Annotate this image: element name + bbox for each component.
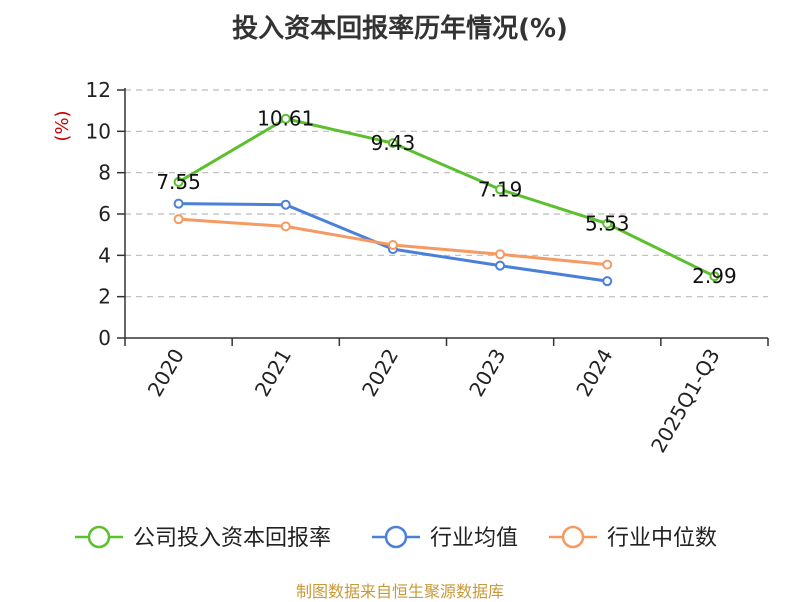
legend-marker [87,525,111,549]
data-point [709,271,720,282]
data-label: 9.43 [371,131,416,155]
series-layer [173,113,720,287]
data-point [173,176,184,187]
y-tick-label: 4 [98,243,111,267]
y-tick-label: 12 [86,78,111,102]
data-point [280,199,291,210]
data-point [495,260,506,271]
legend-label: 行业均值 [430,526,518,551]
y-tick-label: 0 [98,326,111,350]
x-tick-label: 2021 [250,345,296,401]
x-tick-label: 2022 [357,345,403,401]
chart-title: 投入资本回报率历年情况(%) [232,14,568,44]
data-label: 7.55 [156,170,201,194]
data-point [387,240,398,250]
data-point [495,249,506,260]
y-tick-label: 8 [98,161,111,185]
series-line [177,117,716,278]
data-point [173,198,184,209]
legend-label: 行业中位数 [607,526,717,551]
data-point [602,218,613,229]
grid-lines [125,89,768,298]
legend-marker [384,525,408,549]
data-label: 10.61 [257,107,314,131]
data-point [602,259,613,270]
data-point [387,138,398,149]
data-point [173,214,184,225]
legend-item-3: 行业中位数 [549,525,717,551]
x-tick-label: 2020 [143,345,189,401]
data-labels: 7.55 10.61 9.43 7.19 5.53 2.99 [156,107,736,288]
x-tick-label: 2024 [571,345,617,401]
data-label: 2.99 [692,264,737,288]
data-label: 5.53 [585,212,630,236]
legend: 公司投入资本回报率 行业均值 行业中位数 [75,525,717,551]
y-tick-label: 10 [86,119,111,143]
data-point [280,221,291,232]
legend-marker [561,525,585,549]
series-3 [173,214,613,270]
data-label: 7.19 [478,177,523,201]
legend-label: 公司投入资本回报率 [133,526,331,551]
axes: 0 2 4 6 8 10 12 (%) 2020 2021 2022 2023 2024 2025Q1-Q… [52,78,769,457]
y-axis-unit-label: (%) [52,110,73,141]
legend-item-2: 行业均值 [372,525,518,551]
data-point [280,113,291,124]
legend-item-1: 公司投入资本回报率 [75,525,331,551]
x-tick-label: 2025Q1-Q3 [646,345,725,457]
y-tick-label: 2 [98,285,111,309]
data-point [495,184,506,195]
x-tick-label: 2023 [464,345,510,401]
data-source-note: 制图数据来自恒生聚源数据库 [295,582,504,601]
series-1 [173,113,720,282]
data-point [602,276,613,287]
y-tick-label: 6 [98,202,111,226]
